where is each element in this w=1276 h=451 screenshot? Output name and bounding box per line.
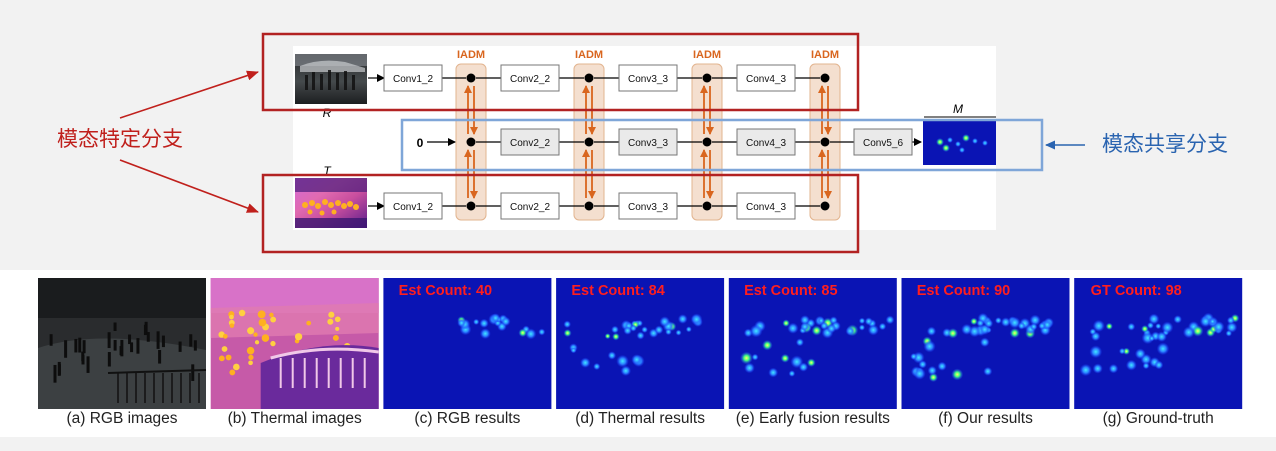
- conv-layers: Conv1_2 Conv2_2 Conv3_3 Conv4_3 Conv1_2 Conv2…: [383, 64, 913, 220]
- panel-caption: (f) Our results: [938, 410, 1033, 427]
- shared-branch-label: 模态共享分支: [1102, 133, 1228, 156]
- rgb-conv-2: Conv2_2: [500, 64, 560, 92]
- shared-branch-frame: [400, 118, 1044, 172]
- iadm-label: IADM: [811, 49, 839, 61]
- iadm-node: [584, 73, 594, 83]
- conv-label: Conv4_3: [746, 138, 786, 149]
- panel-caption: (e) Early fusion results: [735, 410, 890, 427]
- iadm-node: [584, 201, 594, 211]
- conv-label: Conv1_2: [393, 74, 433, 85]
- conv-label: Conv3_3: [628, 202, 668, 213]
- thermal-conv-4: Conv4_3: [736, 192, 796, 220]
- shared-conv-3: Conv4_3: [736, 128, 796, 156]
- iadm-node: [466, 73, 476, 83]
- iadm-label: IADM: [693, 49, 721, 61]
- conv-label: Conv2_2: [510, 202, 550, 213]
- count-overlay: Est Count: 40: [399, 283, 492, 299]
- conv-label: Conv2_2: [510, 138, 550, 149]
- count-overlay: Est Count: 84: [571, 283, 664, 299]
- thermal-input-image: [295, 178, 367, 228]
- conv-label: Conv2_2: [510, 74, 550, 85]
- iadm-module-3: IADM: [691, 49, 723, 221]
- panel-caption: (d) Thermal results: [575, 410, 705, 427]
- result-panel-2: [210, 278, 379, 409]
- conv-label: Conv4_3: [746, 202, 786, 213]
- output-density-map: [923, 119, 996, 165]
- result-panel-4: Est Count: 84: [556, 278, 725, 409]
- result-panel-6: Est Count: 90: [901, 278, 1070, 409]
- thermal-conv-3: Conv3_3: [618, 192, 678, 220]
- panel-captions: (a) RGB images (b) Thermal images (c) RGB …: [38, 410, 1242, 432]
- thermal-specific-branch-frame: [261, 173, 860, 254]
- conv-label: Conv1_2: [393, 202, 433, 213]
- result-panel-1: [38, 278, 207, 409]
- result-panel-3: Est Count: 40: [383, 278, 552, 409]
- iadm-label: IADM: [457, 49, 485, 61]
- conv-label: Conv4_3: [746, 74, 786, 85]
- panel-caption: (c) RGB results: [414, 410, 521, 427]
- thermal-conv-1: Conv1_2: [383, 192, 443, 220]
- rgb-conv-4: Conv4_3: [736, 64, 796, 92]
- iadm-node: [466, 137, 476, 147]
- count-overlay: Est Count: 85: [744, 283, 837, 299]
- rgb-modal-label: R: [323, 106, 332, 120]
- thermal-conv-2: Conv2_2: [500, 192, 560, 220]
- conv-label: Conv3_3: [628, 138, 668, 149]
- thermal-modal-label: T: [323, 164, 332, 178]
- iadm-node: [702, 137, 712, 147]
- zero-input-label: 0: [417, 136, 424, 150]
- iadm-node: [466, 201, 476, 211]
- conv-label: Conv5_6: [863, 138, 903, 149]
- shared-conv-2: Conv3_3: [618, 128, 678, 156]
- result-panel-7: GT Count: 98: [1074, 278, 1243, 409]
- result-panel-5: Est Count: 85: [728, 278, 897, 409]
- rgb-conv-1: Conv1_2: [383, 64, 443, 92]
- connection-lines: [368, 74, 922, 210]
- rgb-input-image: [295, 54, 367, 104]
- iadm-module-1: IADM: [455, 49, 487, 221]
- iadm-node: [584, 137, 594, 147]
- shared-conv-1: Conv2_2: [500, 128, 560, 156]
- panel-caption: (a) RGB images: [66, 410, 178, 427]
- iadm-node: [702, 201, 712, 211]
- specific-branch-label: 模态特定分支: [57, 128, 183, 151]
- iadm-node: [702, 73, 712, 83]
- results-panels: Est Count: 40 Est Count: 84 Est Count: 85 E…: [38, 278, 1243, 409]
- iadm-node: [820, 73, 830, 83]
- panel-caption: (b) Thermal images: [227, 410, 362, 427]
- panel-caption: (g) Ground-truth: [1102, 410, 1214, 427]
- iadm-module-2: IADM: [573, 49, 605, 221]
- iadm-label: IADM: [575, 49, 603, 61]
- conv-label: Conv3_3: [628, 74, 668, 85]
- iadm-node: [820, 137, 830, 147]
- rgb-specific-branch-frame: [261, 32, 860, 112]
- shared-conv-4: Conv5_6: [853, 128, 913, 156]
- iadm-module-4: IADM: [809, 49, 841, 221]
- rgb-conv-3: Conv3_3: [618, 64, 678, 92]
- count-overlay: GT Count: 98: [1091, 283, 1182, 299]
- output-modal-label: M: [953, 102, 963, 116]
- count-overlay: Est Count: 90: [917, 283, 1010, 299]
- iadm-node: [820, 201, 830, 211]
